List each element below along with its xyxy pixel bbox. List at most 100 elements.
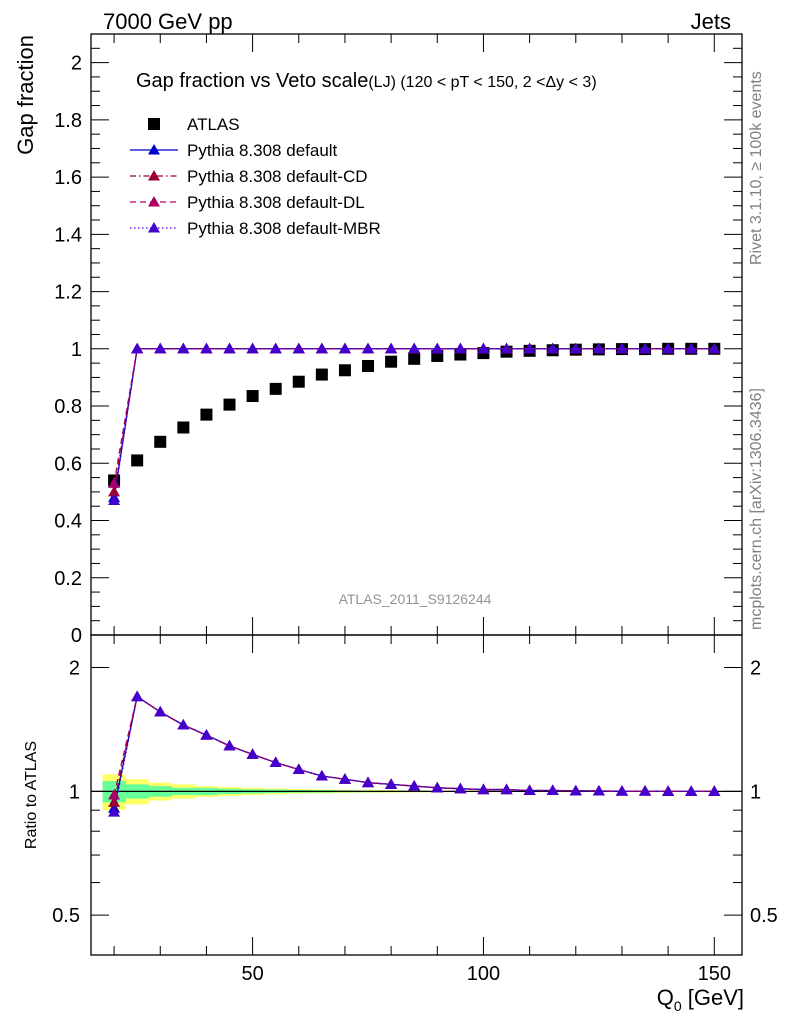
ratio-point-dotted — [362, 776, 375, 788]
ratio-point-dotted — [569, 784, 582, 796]
main-panel: 0 0.2 0.4 0.6 0.8 1 1.2 1.4 1.6 1.8 2 — [54, 33, 743, 647]
atlas-data-point — [246, 390, 259, 403]
ratio-point-dotted — [108, 806, 121, 817]
legend-marker-dotted — [148, 222, 160, 233]
atlas-data-point — [362, 359, 375, 372]
y-tick-label: 0.8 — [54, 396, 82, 418]
atlas-data-point — [292, 375, 305, 388]
mc-point-dotted — [315, 342, 328, 354]
ratio-point-dotted — [662, 785, 675, 796]
mc-point-dotted — [615, 342, 628, 354]
rivet-label: Rivet 3.1.10, ≥ 100k events — [748, 71, 765, 265]
mc-line-solid — [113, 348, 715, 498]
mc-point-dotted — [685, 342, 698, 354]
ratio-y-tick-label: 2 — [69, 658, 80, 680]
ratio-point-dotted — [385, 778, 398, 789]
ratio-point-dotted — [246, 748, 259, 759]
ratio-point-dotted — [639, 785, 652, 796]
ratio-point-dotted — [200, 729, 213, 740]
mc-point-dotted — [546, 342, 559, 354]
ratio-y-tick-label: 0.5 — [52, 905, 80, 927]
x-tick-label: 100 — [467, 963, 500, 985]
ratio-point-dotted — [223, 739, 236, 751]
ratio-point-dotted — [523, 784, 536, 795]
mc-point-dotted — [523, 342, 536, 354]
header-right: Jets — [691, 9, 731, 34]
mc-point-dotted — [500, 342, 513, 354]
ratio-point-dotted — [131, 690, 144, 702]
y-tick-label: 0.6 — [54, 453, 82, 475]
legend-marker-atlas — [148, 118, 160, 130]
y-tick-label: 1.2 — [54, 282, 82, 304]
mc-point-dotted — [269, 342, 282, 354]
atlas-data-point — [269, 382, 282, 395]
ratio-point-dotted — [292, 763, 305, 775]
chart-title: Gap fraction vs Veto scale(LJ) (120 < pT… — [136, 70, 597, 92]
mc-point-dashdot — [108, 485, 121, 497]
y-tick-label: 1.4 — [54, 224, 82, 246]
legend-label-solid: Pythia 8.308 default — [187, 141, 338, 160]
y-tick-label: 0 — [71, 625, 82, 647]
y-tick-label: 0.4 — [54, 511, 82, 533]
legend-marker-dashdot — [148, 170, 160, 181]
y-tick-label: 1.6 — [54, 167, 82, 189]
ratio-frame — [90, 634, 743, 956]
mc-point-dotted — [200, 342, 213, 354]
mc-point-dotted — [662, 342, 675, 354]
ratio-point-dotted — [454, 782, 467, 794]
x-tick-label: 150 — [698, 963, 731, 985]
ratio-point-dashdot — [108, 796, 121, 807]
legend-label-dashed: Pythia 8.308 default-DL — [187, 193, 365, 212]
ratio-y-tick-label-right: 1 — [750, 781, 761, 803]
ratio-point-dotted — [338, 773, 351, 784]
mc-point-dotted — [408, 342, 421, 354]
y-tick-label: 1 — [71, 339, 82, 361]
y-axis-label: Gap fraction — [13, 35, 38, 155]
ratio-point-dotted — [431, 781, 444, 793]
mc-point-dotted — [592, 342, 605, 354]
mc-point-dashed — [108, 477, 121, 488]
atlas-data-point — [177, 421, 190, 434]
header-left: 7000 GeV pp — [103, 9, 233, 34]
mc-point-dotted — [454, 342, 467, 354]
legend-marker-dashed — [148, 196, 160, 207]
atlas-data-point — [223, 398, 236, 411]
mc-point-dotted — [362, 342, 375, 354]
ratio-point-dotted — [269, 756, 282, 768]
legend-label-dashdot: Pythia 8.308 default-CD — [187, 167, 368, 186]
ratio-point-dotted — [546, 784, 559, 795]
ratio-point-dotted — [315, 769, 328, 781]
ratio-point-dotted — [500, 783, 513, 795]
atlas-data-point — [315, 368, 328, 381]
x-axis-label: Q0 [GeV] — [657, 985, 744, 1014]
y-tick-label: 1.8 — [54, 110, 82, 132]
mc-point-dotted — [477, 342, 490, 354]
mc-point-dotted — [223, 342, 236, 354]
x-tick-label: 50 — [241, 963, 263, 985]
atlas-data-point — [200, 408, 213, 421]
atlas-data-point — [385, 355, 398, 368]
analysis-label: ATLAS_2011_S9126244 — [339, 591, 492, 607]
mc-point-dotted — [639, 342, 652, 354]
ratio-point-dotted — [177, 718, 190, 730]
ratio-point-dotted — [477, 783, 490, 795]
legend-marker-solid — [148, 144, 160, 155]
mc-point-dotted — [385, 342, 398, 354]
ratio-point-dotted — [408, 780, 421, 791]
ratio-band-outer — [102, 774, 726, 811]
ratio-y-tick-label-right: 0.5 — [750, 905, 778, 927]
atlas-data-point — [338, 364, 351, 377]
mc-point-dotted — [708, 342, 721, 354]
ratio-panel: 50 100 150 0.5 0.5 1 1 2 2 — [52, 634, 778, 985]
ratio-y-axis-label: Ratio to ATLAS — [23, 741, 40, 849]
ratio-point-dotted — [685, 785, 698, 796]
mc-point-dotted — [246, 342, 259, 354]
legend: ATLAS Pythia 8.308 default Pythia 8.308 de… — [130, 115, 381, 238]
mc-point-dotted — [569, 342, 582, 354]
ratio-y-tick-label: 1 — [69, 781, 80, 803]
atlas-data-point — [154, 435, 167, 448]
mc-point-dotted — [292, 342, 305, 354]
mc-point-dotted — [154, 342, 167, 354]
ratio-point-dotted — [615, 785, 628, 796]
